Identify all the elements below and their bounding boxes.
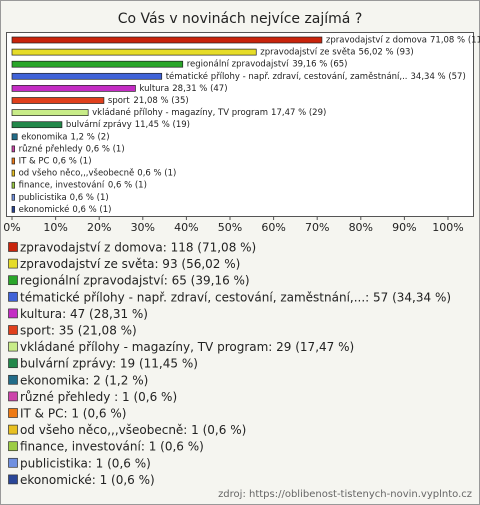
legend-swatch [8,374,18,385]
bar-category: zpravodajství ze světa [260,48,355,58]
legend-label: kultura: 47 (28,31 %) [20,307,148,321]
x-tick-label: 10% [43,221,67,234]
bar-category: ekonomické [19,204,70,215]
legend-swatch [8,258,18,269]
bar [11,48,257,56]
legend-swatch [8,325,18,335]
value-label: 71,08 % (118) [430,36,480,46]
legend-label: zpravodajství ze světa: 93 (56,02 %) [20,257,240,271]
x-tick-label: 60% [261,221,285,234]
bar [11,109,89,116]
bar [11,97,105,104]
bar-category: ekonomika [21,132,67,142]
legend-swatch [8,441,18,452]
bar [11,36,323,44]
value-label: 56,02 % (93) [358,48,413,58]
x-tick-label: 80% [349,221,373,234]
legend-swatch [8,358,18,369]
bar [11,72,163,80]
value-label: 17,47 % (29) [271,108,326,118]
bar [11,169,15,177]
bar-category: finance, investování [19,181,105,191]
value-label: 28,31 % (47) [172,84,227,94]
legend-label: sport: 35 (21,08 %) [20,324,137,338]
value-label: 0,6 % (1) [52,157,91,167]
bar [11,60,184,68]
bar [11,206,15,213]
x-tick-label: 0% [3,221,20,234]
value-label: 1,2 % (2) [70,132,109,142]
x-tick-label: 50% [218,221,242,234]
x-tick-label: 90% [392,221,416,234]
bar-category: regionální zpravodajství [187,60,289,70]
legend-label: ekonomika: 2 (1,2 %) [20,373,148,387]
bar-category: různé přehledy [19,143,83,154]
legend-swatch [8,474,18,485]
legend-swatch [8,408,18,418]
legend-label: různé přehledy : 1 (0,6 %) [20,390,177,404]
legend-swatch [8,275,18,286]
value-label: 0,6 % (1) [72,205,111,215]
value-label: 0,6 % (1) [108,181,147,191]
legend-swatch [8,242,18,252]
x-tick-label: 70% [305,221,329,234]
value-label: 0,6 % (1) [86,144,125,154]
legend-swatch [8,424,18,435]
bar-category: publicistika [19,193,67,203]
value-label: 11,45 % (19) [135,120,190,130]
source: zdroj: https://oblibenost-tistenych-novi… [218,489,472,500]
legend-label: zpravodajství z domova: 118 (71,08 %) [20,241,256,255]
value-label: 0,6 % (1) [137,169,176,179]
legend-label: regionální zpravodajství: 65 (39,16 %) [20,274,250,288]
legend-label: od všeho něco,,,všeobecně: 1 (0,6 %) [20,423,246,437]
bar-category: IT & PC [19,157,50,167]
bar [11,181,15,189]
legend-swatch [8,291,18,302]
legend-label: ekonomické: 1 (0,6 %) [20,473,155,487]
value-label: 0,6 % (1) [70,193,109,203]
legend-label: IT & PC: 1 (0,6 %) [20,407,126,421]
x-tick-label: 30% [131,221,155,234]
x-tick-label: 40% [174,221,198,234]
bar-category: bulvární zprávy [66,120,132,130]
bar-category: od všeho něco,,,všeobecně [19,168,135,179]
x-tick-label: 100% [432,221,463,234]
legend-label: vkládané přílohy - magazíny, TV program:… [20,340,354,354]
bar [11,193,15,201]
value-label: 39,16 % (65) [292,60,347,70]
legend-swatch [8,341,18,352]
bar-category: tématické přílohy - např. zdraví, cestov… [166,71,408,82]
legend-label: tématické přílohy - např. zdraví, cestov… [20,290,451,304]
bar-category: kultura [139,84,169,94]
legend-label: publicistika: 1 (0,6 %) [20,456,151,470]
legend-swatch [8,457,18,468]
bar [11,145,15,153]
bar-category: vkládané přílohy - magazíny, TV program [92,107,268,118]
bar [11,85,136,92]
legend-swatch [8,391,18,402]
legend-label: bulvární zprávy: 19 (11,45 %) [20,357,198,371]
bar-category: sport [108,96,131,106]
value-label: 34,34 % (57) [411,72,466,82]
bar [11,157,15,165]
legend-swatch [8,308,18,319]
chart-title: Co Vás v novinách nejvíce zajímá ? [118,11,363,27]
bar-category: zpravodajství z domova [326,36,427,46]
x-tick-label: 20% [87,221,111,234]
bar [11,133,18,141]
bar [11,121,63,129]
value-label: 21,08 % (35) [133,96,188,106]
legend-label: finance, investování: 1 (0,6 %) [20,440,204,454]
